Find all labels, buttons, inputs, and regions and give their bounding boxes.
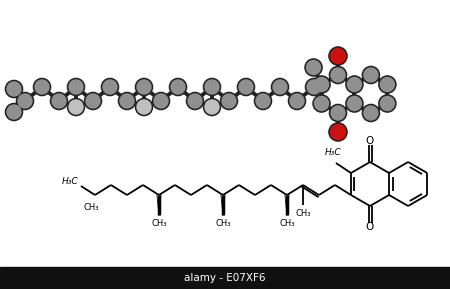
Circle shape <box>33 78 50 96</box>
Circle shape <box>135 78 153 96</box>
Circle shape <box>135 98 153 116</box>
Circle shape <box>362 66 379 84</box>
Circle shape <box>153 92 170 110</box>
Circle shape <box>86 94 100 108</box>
Circle shape <box>171 80 185 94</box>
Circle shape <box>307 80 321 94</box>
Circle shape <box>331 68 345 82</box>
Text: O: O <box>366 222 374 232</box>
Circle shape <box>103 80 117 94</box>
Circle shape <box>5 80 22 98</box>
Circle shape <box>315 77 328 92</box>
Circle shape <box>305 59 322 76</box>
Circle shape <box>329 47 347 65</box>
Circle shape <box>238 78 255 96</box>
Circle shape <box>137 80 151 94</box>
Circle shape <box>313 76 330 93</box>
Circle shape <box>203 78 220 96</box>
Circle shape <box>380 77 394 92</box>
Circle shape <box>346 76 363 93</box>
Circle shape <box>362 104 379 122</box>
Circle shape <box>18 94 32 108</box>
Circle shape <box>329 123 347 141</box>
Circle shape <box>347 77 361 92</box>
Bar <box>0 267 450 289</box>
Circle shape <box>85 92 102 110</box>
Circle shape <box>137 100 151 114</box>
Circle shape <box>239 80 253 94</box>
Circle shape <box>313 95 330 112</box>
Circle shape <box>203 98 220 116</box>
Circle shape <box>273 80 287 94</box>
Circle shape <box>330 49 346 64</box>
Text: CH₃: CH₃ <box>151 219 166 228</box>
Text: O: O <box>366 136 374 146</box>
Circle shape <box>7 82 21 96</box>
Circle shape <box>35 80 49 94</box>
Circle shape <box>222 94 236 108</box>
Circle shape <box>154 94 168 108</box>
Circle shape <box>101 78 119 96</box>
Circle shape <box>186 92 203 110</box>
Circle shape <box>329 66 346 84</box>
Circle shape <box>52 94 66 108</box>
Circle shape <box>380 97 394 110</box>
Text: CH₃: CH₃ <box>83 203 99 212</box>
Circle shape <box>118 92 135 110</box>
Circle shape <box>364 106 378 120</box>
Circle shape <box>271 78 288 96</box>
Circle shape <box>379 76 396 93</box>
Circle shape <box>50 92 68 110</box>
Circle shape <box>120 94 134 108</box>
Circle shape <box>306 60 320 75</box>
Circle shape <box>364 68 378 82</box>
Circle shape <box>315 97 328 110</box>
Circle shape <box>346 95 363 112</box>
Text: CH₃: CH₃ <box>279 219 295 228</box>
Circle shape <box>69 100 83 114</box>
Circle shape <box>7 105 21 119</box>
Circle shape <box>254 92 272 110</box>
Circle shape <box>16 92 34 110</box>
Circle shape <box>68 78 85 96</box>
Circle shape <box>290 94 304 108</box>
Circle shape <box>379 95 396 112</box>
Circle shape <box>205 100 219 114</box>
Circle shape <box>331 106 345 120</box>
Circle shape <box>68 98 85 116</box>
Text: H₃C: H₃C <box>324 148 341 157</box>
Circle shape <box>256 94 270 108</box>
Circle shape <box>5 103 22 121</box>
Circle shape <box>330 125 346 140</box>
Text: alamy - E07XF6: alamy - E07XF6 <box>184 273 266 283</box>
Circle shape <box>188 94 202 108</box>
Text: H₃C: H₃C <box>61 177 78 186</box>
Circle shape <box>306 78 323 96</box>
Circle shape <box>205 80 219 94</box>
Text: CH₃: CH₃ <box>215 219 231 228</box>
Circle shape <box>347 97 361 110</box>
Text: CH₃: CH₃ <box>295 209 310 218</box>
Circle shape <box>329 104 346 122</box>
Circle shape <box>288 92 306 110</box>
Circle shape <box>220 92 238 110</box>
Circle shape <box>169 78 187 96</box>
Circle shape <box>69 80 83 94</box>
